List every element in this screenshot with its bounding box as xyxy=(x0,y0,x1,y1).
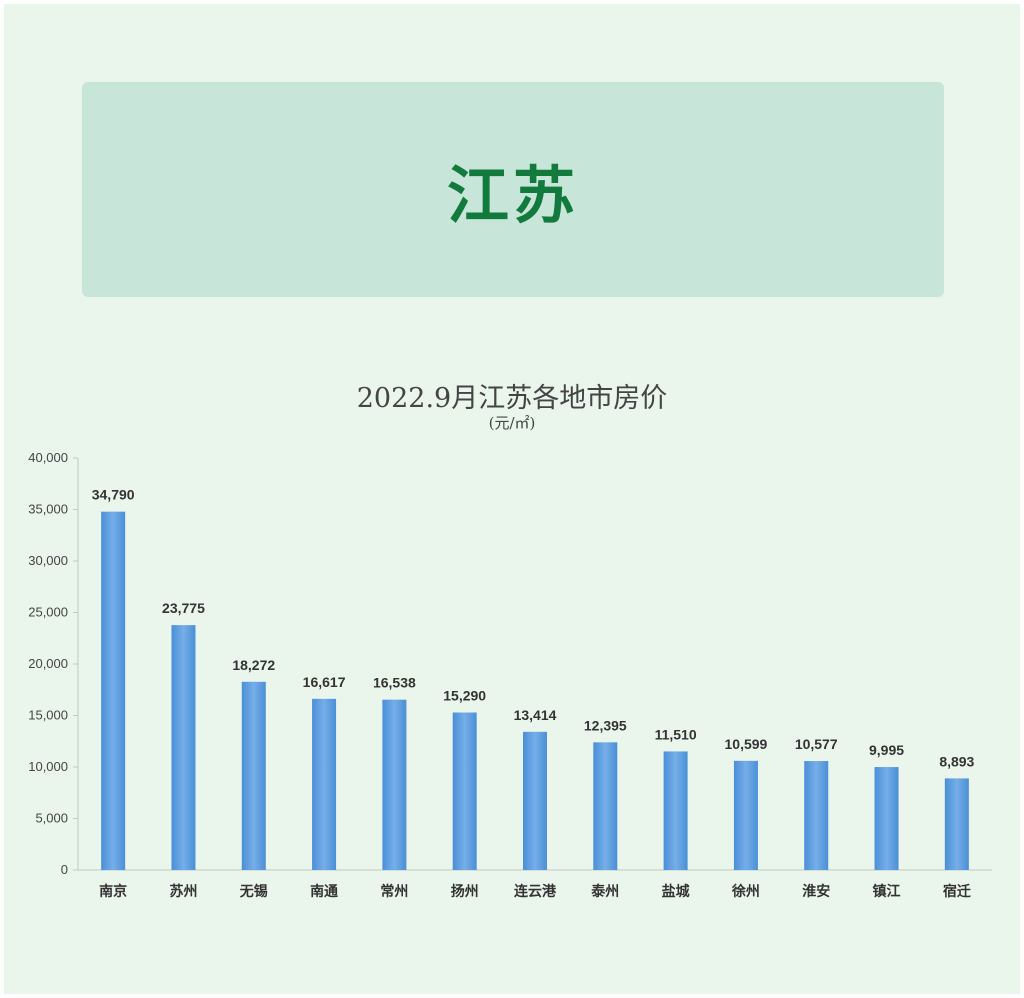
bar xyxy=(523,731,547,870)
x-category-label: 镇江 xyxy=(873,883,901,900)
x-category-label: 徐州 xyxy=(731,883,760,900)
x-category-label: 苏州 xyxy=(169,883,197,900)
y-tick-label: 35,000 xyxy=(28,502,68,517)
bar-data-label: 10,599 xyxy=(725,736,768,752)
bar xyxy=(452,712,477,870)
bar-data-label: 9,995 xyxy=(869,742,904,758)
bar-data-label: 16,538 xyxy=(373,675,416,691)
y-tick-label: 20,000 xyxy=(28,656,68,671)
bar xyxy=(101,511,126,870)
banner-title: 江苏 xyxy=(446,158,579,232)
bar-data-label: 15,290 xyxy=(443,688,486,704)
y-tick-label: 40,000 xyxy=(28,450,68,465)
x-category-label: 扬州 xyxy=(451,883,479,900)
x-category-label: 泰州 xyxy=(590,883,619,900)
bar-data-label: 18,272 xyxy=(232,657,275,673)
y-tick-label: 30,000 xyxy=(28,553,68,568)
chart-subtitle: (元/㎡) xyxy=(488,414,536,432)
y-tick-label: 5,000 xyxy=(35,811,68,826)
bar xyxy=(804,761,829,870)
bar xyxy=(733,760,758,870)
y-tick-label: 15,000 xyxy=(28,708,68,723)
y-tick-label: 0 xyxy=(61,862,68,877)
y-tick-label: 10,000 xyxy=(28,759,68,774)
x-category-label: 宿迁 xyxy=(943,883,971,900)
chart-title: 2022.9月江苏各地市房价 xyxy=(356,383,668,414)
x-category-label: 南通 xyxy=(310,883,338,900)
x-category-label: 连云港 xyxy=(514,883,557,900)
bar xyxy=(593,742,618,870)
x-category-label: 盐城 xyxy=(662,883,690,900)
x-category-label: 南京 xyxy=(99,883,127,900)
bar xyxy=(874,767,899,870)
bar-data-label: 8,893 xyxy=(939,753,974,769)
bar-data-label: 13,414 xyxy=(514,707,557,723)
bar-data-label: 34,790 xyxy=(92,487,135,503)
bar-data-label: 12,395 xyxy=(584,717,627,733)
bar xyxy=(171,625,196,870)
bar-data-label: 11,510 xyxy=(655,726,697,742)
bar-data-label: 23,775 xyxy=(162,600,205,616)
bar xyxy=(312,698,337,870)
bar-data-label: 10,577 xyxy=(795,736,838,752)
bar xyxy=(944,778,969,870)
title-banner: 江苏 xyxy=(82,82,944,297)
bar xyxy=(241,681,266,870)
bar xyxy=(663,751,688,870)
x-category-label: 常州 xyxy=(380,883,408,900)
y-tick-label: 25,000 xyxy=(28,605,68,620)
bar xyxy=(382,699,407,870)
bar-data-label: 16,617 xyxy=(303,674,346,690)
x-category-label: 无锡 xyxy=(239,883,268,900)
x-category-label: 淮安 xyxy=(802,883,830,900)
